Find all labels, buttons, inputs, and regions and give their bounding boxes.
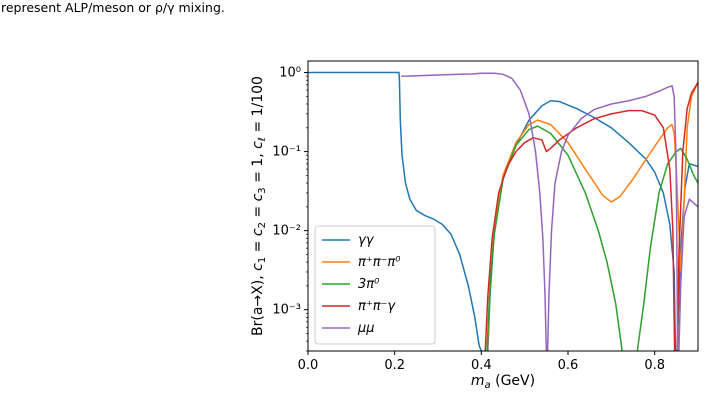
series-line-2 [486, 125, 623, 351]
series-line-3 [676, 82, 698, 351]
y-axis-label: Br(a→X), c1 = c2 = c3 = 1, cℓ = 1/100 [250, 76, 268, 336]
y-tick-label: 10⁻² [272, 224, 301, 239]
series-layer [308, 71, 698, 351]
legend-label: 3π⁰ [358, 277, 380, 292]
x-tick-label: 0.6 [558, 358, 579, 373]
legend-label: π⁺π⁻γ [358, 299, 396, 314]
legend-label: μμ [357, 321, 375, 336]
ticks-layer: 0.0 0.2 0.4 0.6 0.8 10⁰ 10⁻¹ 10⁻² 10⁻³ [272, 66, 665, 373]
plot-frame [307, 60, 699, 352]
y-tick-label: 10⁻³ [272, 303, 301, 318]
series-line-0 [487, 99, 677, 351]
legend-label: π⁺π⁻π⁰ [358, 255, 401, 270]
series-line-4 [678, 198, 698, 351]
series-line-4 [546, 85, 679, 351]
series-line-1 [486, 82, 698, 351]
series-line-4 [401, 72, 548, 351]
series-line-3 [484, 109, 676, 351]
legend-box [314, 225, 436, 345]
x-tick-label: 0.0 [298, 358, 319, 373]
legend-label: γγ [358, 233, 375, 248]
series-line-0 [308, 71, 483, 351]
y-tick-label: 10⁻¹ [272, 145, 301, 160]
x-tick-label: 0.4 [471, 358, 492, 373]
x-axis-label: ma (GeV) [471, 373, 535, 391]
figure-caption: represent ALP/meson or ρ/γ mixing. [1, 0, 225, 15]
series-line-2 [636, 147, 698, 351]
x-tick-label: 0.2 [384, 358, 405, 373]
y-tick-label: 10⁰ [279, 66, 301, 81]
x-tick-label: 0.8 [644, 358, 665, 373]
legend: γγ π⁺π⁻π⁰ 3π⁰ π⁺π⁻γ μμ [314, 225, 436, 345]
